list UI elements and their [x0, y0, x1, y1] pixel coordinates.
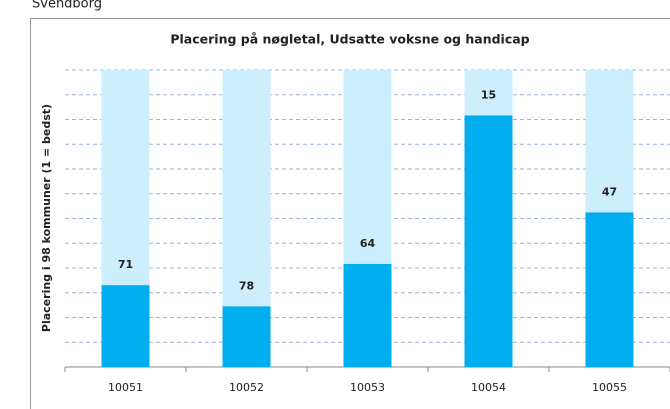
x-tick-label: 10055 — [592, 381, 627, 394]
data-label: 78 — [239, 279, 254, 292]
data-label: 64 — [360, 237, 376, 250]
chart-title: Placering på nøgletal, Udsatte voksne og… — [170, 32, 529, 47]
bar — [222, 306, 271, 367]
x-tick-label: 10052 — [229, 381, 264, 394]
bar — [101, 285, 150, 367]
y-axis-label: Placering i 98 kommuner (1 = bedst) — [40, 104, 53, 332]
bar — [585, 212, 634, 367]
x-tick-label: 10054 — [471, 381, 506, 394]
data-label: 71 — [118, 258, 133, 271]
caption: Svendborg — [32, 0, 102, 12]
data-label: 15 — [481, 88, 496, 101]
x-tick-label: 10051 — [108, 381, 143, 394]
data-label: 47 — [602, 185, 617, 198]
x-tick-label: 10053 — [350, 381, 385, 394]
bar — [464, 115, 513, 367]
bar — [343, 263, 392, 367]
